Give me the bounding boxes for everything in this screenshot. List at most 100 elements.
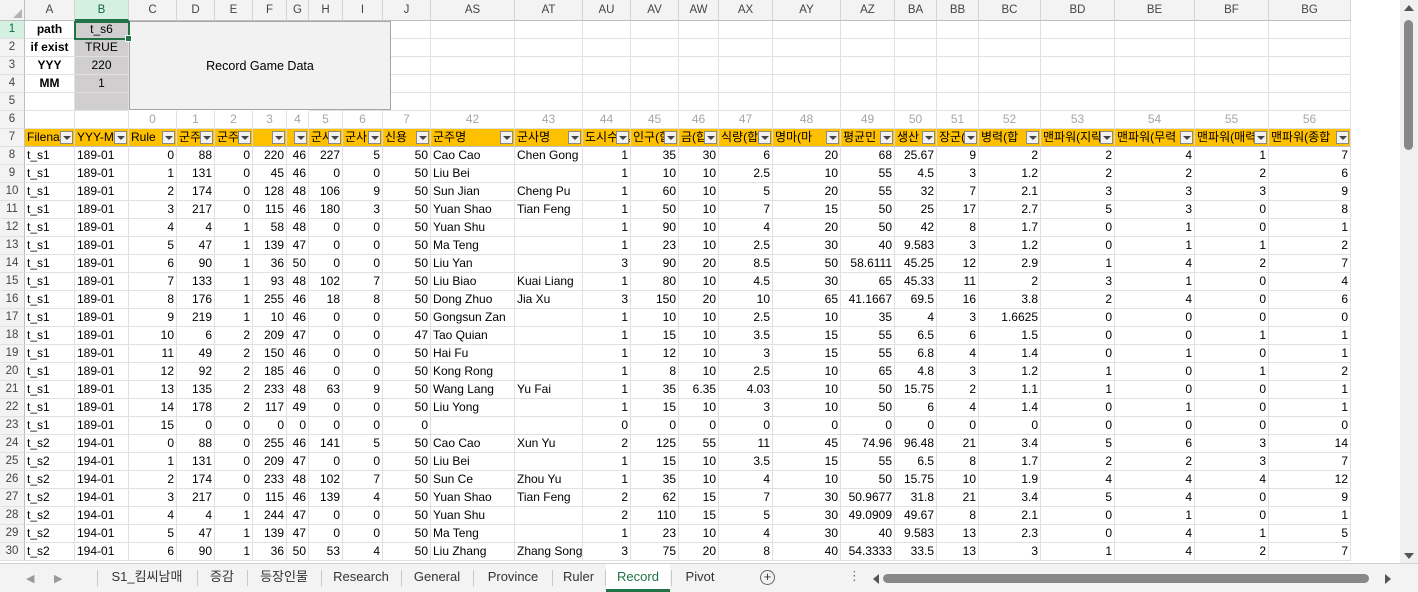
table-cell[interactable]: 0 bbox=[343, 345, 383, 363]
sheet-tab-0[interactable]: S1_킴씨남매 bbox=[111, 569, 183, 584]
row-header[interactable]: 4 bbox=[0, 75, 25, 93]
table-cell[interactable]: 0 bbox=[979, 417, 1041, 435]
more-options-icon[interactable]: ⋮ bbox=[848, 568, 861, 583]
table-header-14[interactable]: 금(합 bbox=[679, 129, 719, 147]
table-cell[interactable]: 0 bbox=[309, 327, 343, 345]
table-cell[interactable]: 2 bbox=[215, 345, 253, 363]
table-cell[interactable]: 1.2 bbox=[979, 363, 1041, 381]
select-all-corner[interactable] bbox=[0, 0, 25, 21]
table-cell[interactable]: 88 bbox=[177, 435, 215, 453]
grid-cell[interactable] bbox=[937, 75, 979, 93]
grid-cell[interactable] bbox=[1041, 75, 1115, 93]
table-cell[interactable]: 23 bbox=[631, 525, 679, 543]
table-cell[interactable]: 1 bbox=[215, 309, 253, 327]
table-header-0[interactable]: Filena bbox=[25, 129, 75, 147]
table-cell[interactable]: 50 bbox=[383, 291, 431, 309]
row-header[interactable]: 9 bbox=[0, 165, 25, 183]
table-cell[interactable]: 4.5 bbox=[895, 165, 937, 183]
table-cell[interactable]: 50 bbox=[383, 165, 431, 183]
table-cell[interactable] bbox=[515, 237, 583, 255]
table-cell[interactable]: 30 bbox=[679, 147, 719, 165]
table-cell[interactable]: 7 bbox=[1269, 543, 1351, 561]
filter-dropdown-icon[interactable] bbox=[114, 131, 127, 144]
table-cell[interactable]: 3 bbox=[1195, 183, 1269, 201]
filter-dropdown-icon[interactable] bbox=[1180, 131, 1193, 144]
table-cell[interactable]: 174 bbox=[177, 471, 215, 489]
table-cell[interactable]: 49.67 bbox=[895, 507, 937, 525]
table-cell[interactable]: 1 bbox=[583, 273, 631, 291]
table-cell[interactable]: 0 bbox=[215, 165, 253, 183]
table-header-2[interactable]: Rule bbox=[129, 129, 177, 147]
row-header[interactable]: 27 bbox=[0, 489, 25, 507]
table-cell[interactable]: 50 bbox=[383, 399, 431, 417]
table-cell[interactable]: 125 bbox=[631, 435, 679, 453]
table-cell[interactable]: 1 bbox=[1269, 219, 1351, 237]
table-cell[interactable]: 3.8 bbox=[979, 291, 1041, 309]
param-label[interactable]: if exist bbox=[25, 39, 75, 57]
table-cell[interactable]: 189-01 bbox=[75, 381, 129, 399]
table-cell[interactable]: 8 bbox=[631, 363, 679, 381]
table-cell[interactable]: t_s2 bbox=[25, 507, 75, 525]
table-cell[interactable]: 50 bbox=[841, 381, 895, 399]
row-header[interactable]: 30 bbox=[0, 543, 25, 561]
table-cell[interactable]: 0 bbox=[343, 309, 383, 327]
grid-cell[interactable] bbox=[773, 21, 841, 39]
table-cell[interactable]: 2 bbox=[1269, 237, 1351, 255]
table-cell[interactable]: 10 bbox=[679, 525, 719, 543]
table-cell[interactable]: 10 bbox=[679, 363, 719, 381]
index-cell[interactable]: 3 bbox=[253, 111, 287, 129]
index-cell[interactable]: 1 bbox=[177, 111, 215, 129]
table-cell[interactable]: 0 bbox=[1041, 345, 1115, 363]
grid-cell[interactable] bbox=[1041, 57, 1115, 75]
table-cell[interactable]: 50 bbox=[383, 345, 431, 363]
table-cell[interactable]: 49 bbox=[287, 399, 309, 417]
table-cell[interactable]: 0 bbox=[309, 507, 343, 525]
table-cell[interactable]: 1 bbox=[1041, 363, 1115, 381]
table-cell[interactable]: 20 bbox=[679, 255, 719, 273]
table-cell[interactable]: 15.75 bbox=[895, 471, 937, 489]
table-cell[interactable]: 3 bbox=[937, 237, 979, 255]
table-cell[interactable]: 0 bbox=[309, 255, 343, 273]
filter-dropdown-icon[interactable] bbox=[568, 131, 581, 144]
table-cell[interactable]: 0 bbox=[309, 363, 343, 381]
table-cell[interactable]: t_s1 bbox=[25, 237, 75, 255]
table-cell[interactable]: 48 bbox=[287, 381, 309, 399]
table-cell[interactable]: Sun Jian bbox=[431, 183, 515, 201]
row-header[interactable]: 24 bbox=[0, 435, 25, 453]
table-cell[interactable]: t_s1 bbox=[25, 291, 75, 309]
table-cell[interactable]: Yuan Shao bbox=[431, 489, 515, 507]
param-label[interactable]: YYY bbox=[25, 57, 75, 75]
table-cell[interactable]: 0 bbox=[1195, 345, 1269, 363]
table-cell[interactable]: 6 bbox=[719, 147, 773, 165]
table-cell[interactable]: 4.5 bbox=[719, 273, 773, 291]
table-cell[interactable]: 23 bbox=[631, 237, 679, 255]
row-header[interactable]: 7 bbox=[0, 129, 25, 147]
table-cell[interactable]: 30 bbox=[773, 237, 841, 255]
table-cell[interactable]: 131 bbox=[177, 165, 215, 183]
table-cell[interactable]: 0 bbox=[215, 183, 253, 201]
table-cell[interactable]: 10 bbox=[679, 399, 719, 417]
table-cell[interactable]: 46 bbox=[287, 363, 309, 381]
table-cell[interactable]: 47 bbox=[383, 327, 431, 345]
table-cell[interactable]: 47 bbox=[287, 453, 309, 471]
table-cell[interactable]: 6.35 bbox=[679, 381, 719, 399]
column-header-AZ[interactable]: AZ bbox=[841, 0, 895, 21]
table-cell[interactable]: t_s2 bbox=[25, 525, 75, 543]
table-header-11[interactable]: 군사명 bbox=[515, 129, 583, 147]
table-cell[interactable]: 0 bbox=[215, 201, 253, 219]
table-cell[interactable]: 1 bbox=[129, 165, 177, 183]
table-cell[interactable]: 0 bbox=[177, 417, 215, 435]
table-cell[interactable]: 1 bbox=[1269, 345, 1351, 363]
table-cell[interactable]: 2 bbox=[1195, 255, 1269, 273]
table-cell[interactable]: 1 bbox=[583, 183, 631, 201]
grid-cell[interactable] bbox=[583, 21, 631, 39]
filter-dropdown-icon[interactable] bbox=[294, 131, 307, 144]
table-cell[interactable]: 7 bbox=[1269, 255, 1351, 273]
table-cell[interactable]: 3.4 bbox=[979, 435, 1041, 453]
table-cell[interactable]: 3 bbox=[719, 345, 773, 363]
grid-cell[interactable] bbox=[679, 93, 719, 111]
table-cell[interactable]: 7 bbox=[1269, 147, 1351, 165]
table-cell[interactable]: 47 bbox=[287, 507, 309, 525]
table-cell[interactable]: Liu Biao bbox=[431, 273, 515, 291]
column-header-AT[interactable]: AT bbox=[515, 0, 583, 21]
